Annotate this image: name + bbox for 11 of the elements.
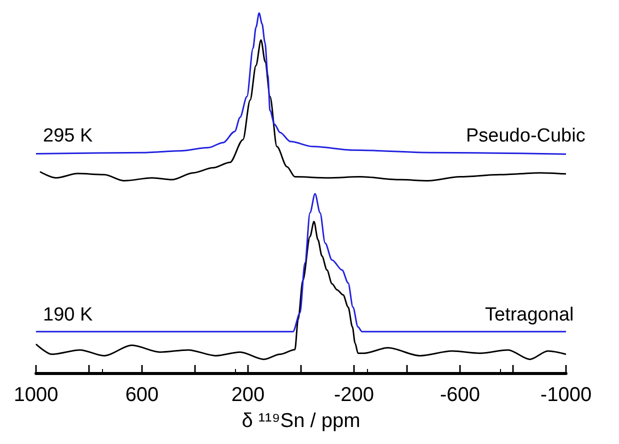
x-tick-label: -1000	[540, 384, 592, 406]
annotation: 295 K	[43, 126, 93, 146]
annotation: Tetragonal	[485, 304, 574, 326]
x-tick-label: 1000	[14, 384, 58, 406]
x-tick-label: 200	[231, 384, 265, 406]
x-axis-title: δ ¹¹⁹Sn / ppm	[242, 410, 360, 432]
x-tick-label: -200	[334, 384, 374, 406]
annotation: Pseudo-Cubic	[466, 126, 586, 146]
x-tick-label: 600	[125, 384, 159, 406]
annotation: 190 K	[43, 304, 93, 326]
x-tick-label: -600	[440, 384, 480, 406]
